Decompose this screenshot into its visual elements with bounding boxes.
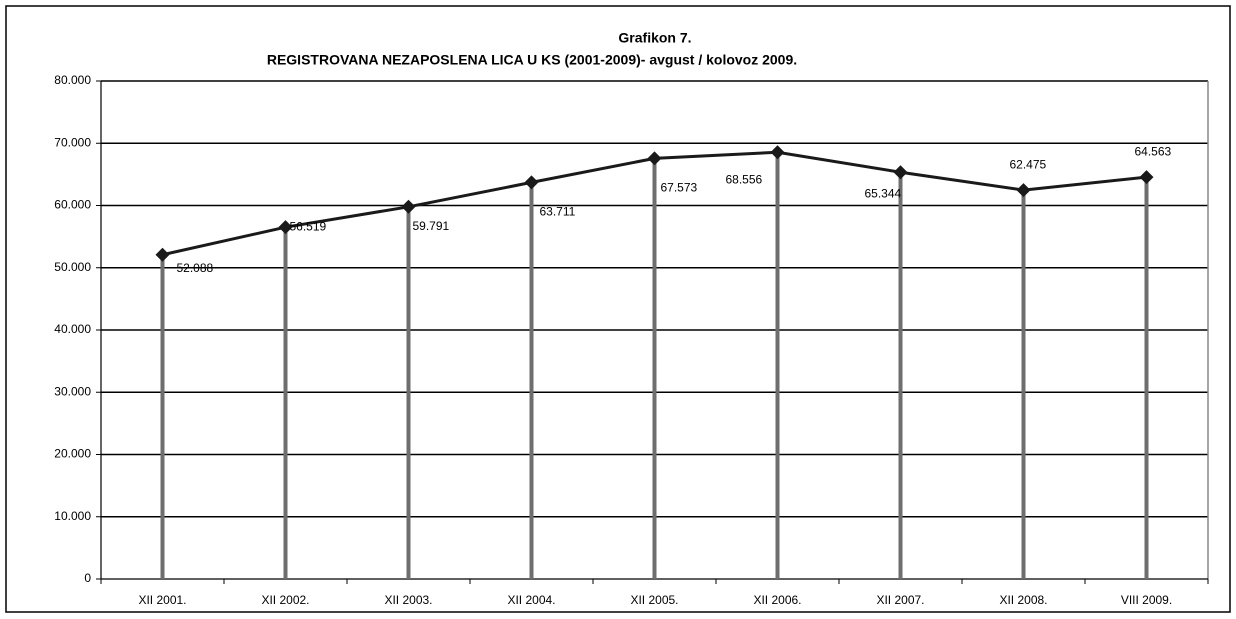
marker [893, 165, 908, 180]
data-label: 65.344 [865, 186, 902, 200]
x-tick-label: XII 2002. [261, 593, 309, 607]
x-tick-label: XII 2008. [999, 593, 1047, 607]
x-tick-label: XII 2004. [507, 593, 555, 607]
marker [278, 220, 293, 235]
marker [1139, 170, 1154, 185]
y-tick-label: 40.000 [54, 322, 91, 336]
x-tick-label: XII 2005. [630, 593, 678, 607]
y-tick-label: 20.000 [54, 447, 91, 461]
y-tick-label: 30.000 [54, 384, 91, 398]
data-label: 63.711 [540, 205, 576, 219]
x-tick-label: XII 2003. [384, 593, 432, 607]
data-label: 64.563 [1135, 144, 1172, 158]
marker [647, 151, 662, 166]
y-tick-label: 0 [84, 571, 91, 585]
data-label: 52.088 [177, 261, 214, 275]
x-tick-label: VIII 2009. [1121, 593, 1172, 607]
data-label: 59.791 [413, 219, 450, 233]
y-tick-label: 80.000 [54, 73, 91, 87]
chart-title: Grafikon 7. [618, 30, 691, 46]
marker [401, 199, 416, 214]
chart-border [5, 5, 1231, 613]
y-tick-label: 10.000 [54, 509, 91, 523]
data-label: 62.475 [1010, 157, 1047, 171]
data-label: 68.556 [726, 172, 763, 186]
x-tick-label: XII 2007. [876, 593, 924, 607]
y-tick-label: 70.000 [54, 135, 91, 149]
y-tick-label: 60.000 [54, 198, 91, 212]
marker [770, 145, 785, 160]
marker [524, 175, 539, 190]
x-tick-label: XII 2006. [753, 593, 801, 607]
marker [155, 247, 170, 262]
data-label: 67.573 [661, 181, 698, 195]
y-tick-label: 50.000 [54, 260, 91, 274]
marker [1016, 183, 1031, 198]
x-tick-label: XII 2001. [138, 593, 186, 607]
data-label: 56.519 [290, 219, 327, 233]
chart-subtitle: REGISTROVANA NEZAPOSLENA LICA U KS (2001… [267, 52, 797, 68]
